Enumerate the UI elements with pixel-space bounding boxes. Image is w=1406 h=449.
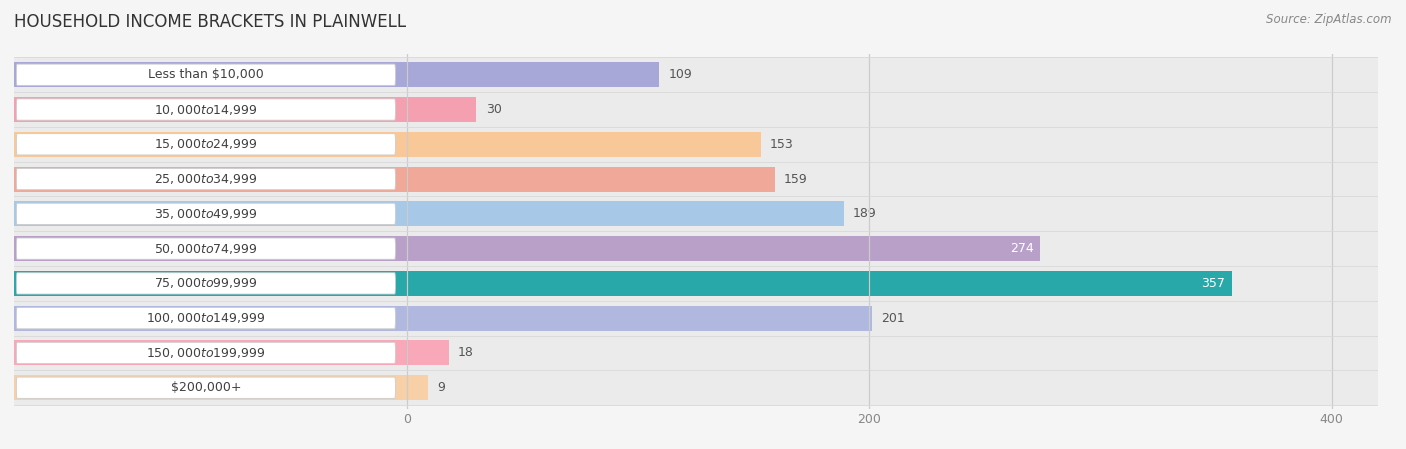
Text: 357: 357	[1202, 277, 1225, 290]
Bar	[14, 266, 1378, 301]
Text: $75,000 to $99,999: $75,000 to $99,999	[155, 277, 257, 291]
Text: 159: 159	[783, 172, 807, 185]
Text: Source: ZipAtlas.com: Source: ZipAtlas.com	[1267, 13, 1392, 26]
Bar	[14, 370, 1378, 405]
Bar	[14, 127, 1378, 162]
Text: $50,000 to $74,999: $50,000 to $74,999	[155, 242, 257, 255]
FancyBboxPatch shape	[17, 342, 395, 364]
Bar	[14, 92, 1378, 127]
Bar	[14, 162, 1378, 197]
Bar	[14, 340, 449, 365]
Text: $150,000 to $199,999: $150,000 to $199,999	[146, 346, 266, 360]
Text: 18: 18	[458, 347, 474, 360]
FancyBboxPatch shape	[17, 308, 395, 329]
Text: 189: 189	[853, 207, 877, 220]
Text: 153: 153	[770, 138, 794, 151]
Bar	[14, 271, 1232, 296]
Text: $25,000 to $34,999: $25,000 to $34,999	[155, 172, 257, 186]
Text: 201: 201	[882, 312, 904, 325]
Bar	[14, 236, 1040, 261]
Bar	[14, 197, 1378, 231]
Text: $100,000 to $149,999: $100,000 to $149,999	[146, 311, 266, 325]
FancyBboxPatch shape	[17, 377, 395, 398]
FancyBboxPatch shape	[17, 64, 395, 85]
Text: HOUSEHOLD INCOME BRACKETS IN PLAINWELL: HOUSEHOLD INCOME BRACKETS IN PLAINWELL	[14, 13, 406, 31]
Text: $15,000 to $24,999: $15,000 to $24,999	[155, 137, 257, 151]
Bar	[14, 132, 761, 157]
Text: Less than $10,000: Less than $10,000	[148, 68, 264, 81]
Bar	[14, 231, 1378, 266]
Text: 9: 9	[437, 381, 444, 394]
Text: $10,000 to $14,999: $10,000 to $14,999	[155, 102, 257, 117]
Bar	[14, 167, 775, 192]
FancyBboxPatch shape	[17, 134, 395, 155]
Bar	[14, 375, 427, 400]
Text: 30: 30	[485, 103, 502, 116]
Text: $200,000+: $200,000+	[170, 381, 242, 394]
Text: 109: 109	[668, 68, 692, 81]
FancyBboxPatch shape	[17, 238, 395, 259]
FancyBboxPatch shape	[17, 99, 395, 120]
Bar	[14, 201, 844, 226]
Bar	[14, 306, 872, 331]
Bar	[14, 301, 1378, 335]
Bar	[14, 57, 1378, 92]
Text: $35,000 to $49,999: $35,000 to $49,999	[155, 207, 257, 221]
FancyBboxPatch shape	[17, 273, 395, 294]
FancyBboxPatch shape	[17, 168, 395, 190]
Bar	[14, 335, 1378, 370]
FancyBboxPatch shape	[17, 203, 395, 224]
Bar	[14, 97, 477, 122]
Text: 274: 274	[1010, 242, 1033, 255]
Bar	[14, 62, 659, 87]
